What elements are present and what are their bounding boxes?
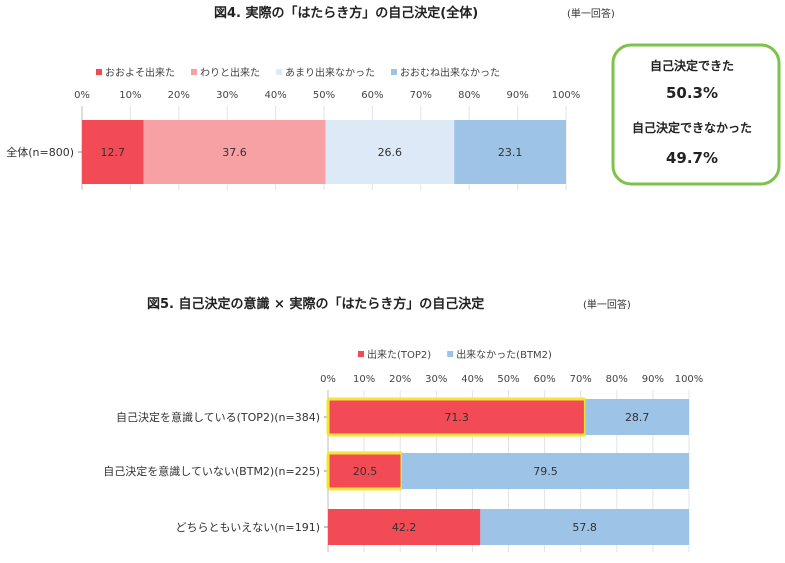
x-tick-label: 20% xyxy=(168,90,190,101)
value-label: 42.2 xyxy=(392,521,417,534)
bar-segment xyxy=(454,120,566,184)
value-label: 12.7 xyxy=(100,146,125,159)
category-label: 全体(n=800) xyxy=(6,145,74,159)
category-label: 自己決定を意識していない(BTM2)(n=225) xyxy=(103,464,320,478)
value-label: 26.6 xyxy=(378,146,403,159)
category-label: どちらともいえない(n=191) xyxy=(175,521,320,534)
value-label: 79.5 xyxy=(533,465,558,478)
figure5-categories: 自己決定を意識している(TOP2)(n=384) 自己決定を意識していない(BTM… xyxy=(103,410,328,534)
x-tick-label: 0% xyxy=(74,90,90,101)
bar-segment xyxy=(480,509,689,545)
x-tick-label: 80% xyxy=(458,90,480,101)
summary-value-no: 49.7% xyxy=(666,149,718,167)
figure4: 図4. 実際の「はたらき方」の自己決定(全体) (単一回答) おおよそ出来た わり… xyxy=(6,5,781,190)
legend-label-1: 出来なかった(BTM2) xyxy=(456,348,552,361)
bar-segment xyxy=(325,120,455,184)
legend-label-2: あまり出来なかった xyxy=(285,66,375,79)
x-tick-label: 50% xyxy=(497,374,519,385)
bar-segment xyxy=(402,453,689,489)
x-tick-label: 80% xyxy=(606,374,628,385)
value-label: 57.8 xyxy=(572,521,597,534)
legend-swatch-0 xyxy=(96,69,102,75)
value-label: 28.7 xyxy=(625,411,650,424)
bar-segment xyxy=(82,120,144,184)
x-tick-label: 100% xyxy=(552,90,581,101)
x-tick-label: 30% xyxy=(425,374,447,385)
figure4-note: (単一回答) xyxy=(567,7,615,20)
legend-label-0: おおよそ出来た xyxy=(105,66,175,79)
x-tick-label: 90% xyxy=(642,374,664,385)
x-tick-label: 40% xyxy=(461,374,483,385)
value-label: 71.3 xyxy=(444,411,469,424)
summary-box-border xyxy=(611,43,781,186)
figure5-title: 図5. 自己決定の意識 × 実際の「はたらき方」の自己決定 xyxy=(147,296,484,312)
x-tick-label: 30% xyxy=(216,90,238,101)
bar-segment xyxy=(585,399,689,435)
bar-segment xyxy=(328,509,481,545)
legend-label-3: おおむね出来なかった xyxy=(400,66,500,79)
bar-segment xyxy=(143,120,326,184)
x-tick-label: 90% xyxy=(506,90,528,101)
figure4-title: 図4. 実際の「はたらき方」の自己決定(全体) xyxy=(214,5,478,21)
legend-swatch-1 xyxy=(191,69,197,75)
x-tick-label: 10% xyxy=(119,90,141,101)
x-tick-label: 40% xyxy=(264,90,286,101)
x-tick-label: 50% xyxy=(313,90,335,101)
figure5-note: (単一回答) xyxy=(583,298,631,311)
figure5: 図5. 自己決定の意識 × 実際の「はたらき方」の自己決定 (単一回答) 出来た… xyxy=(103,296,703,552)
x-tick-label: 20% xyxy=(389,374,411,385)
value-label: 37.6 xyxy=(222,146,247,159)
x-tick-label: 100% xyxy=(675,374,704,385)
figure4-legend: おおよそ出来た わりと出来た あまり出来なかった おおむね出来なかった xyxy=(96,66,500,79)
x-tick-label: 60% xyxy=(361,90,383,101)
x-tick-label: 70% xyxy=(410,90,432,101)
category-label: 自己決定を意識している(TOP2)(n=384) xyxy=(116,410,320,424)
summary-label-no: 自己決定できなかった xyxy=(632,120,752,135)
legend-swatch-1 xyxy=(447,351,454,357)
legend-label-0: 出来た(TOP2) xyxy=(367,348,431,361)
x-tick-label: 60% xyxy=(533,374,555,385)
value-label: 20.5 xyxy=(353,465,378,478)
figure4-bars: 12.7 37.6 26.6 23.1 xyxy=(82,120,566,184)
legend-swatch-2 xyxy=(276,69,282,75)
x-tick-label: 0% xyxy=(320,374,336,385)
x-tick-label: 70% xyxy=(570,374,592,385)
summary-value-yes: 50.3% xyxy=(666,84,718,102)
figure5-legend: 出来た(TOP2) 出来なかった(BTM2) xyxy=(358,348,552,361)
figure4-summary-box: 自己決定できた 50.3% 自己決定できなかった 49.7% xyxy=(611,43,781,186)
legend-swatch-0 xyxy=(358,351,364,357)
legend-label-1: わりと出来た xyxy=(200,66,260,79)
figure5-bars: 71.3 28.7 20.5 79.5 42.2 57.8 xyxy=(326,397,689,545)
summary-label-yes: 自己決定できた xyxy=(650,58,734,73)
x-tick-label: 10% xyxy=(353,374,375,385)
legend-swatch-3 xyxy=(391,69,397,75)
figure4-categories: 全体(n=800) xyxy=(6,145,82,159)
value-label: 23.1 xyxy=(498,146,523,159)
